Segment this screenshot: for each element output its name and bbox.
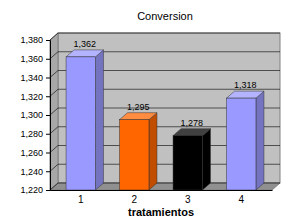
tick-label: 1,360 (20, 54, 43, 64)
tick-label: 2 (131, 194, 137, 205)
bar (66, 57, 95, 190)
tick-mark (46, 96, 50, 97)
data-label: 1,278 (180, 118, 203, 128)
data-labels: 1,362 1,295 1,278 1,318 (73, 39, 256, 128)
tick-label: 1,300 (20, 110, 43, 120)
tick-label: 1,320 (20, 92, 43, 102)
tick: 1,340 (20, 73, 50, 83)
tick-mark (46, 153, 50, 154)
tick-mark (46, 40, 50, 41)
title: Conversion (137, 10, 193, 22)
tick: 1,240 (20, 167, 50, 177)
tick: 1,280 (20, 129, 50, 139)
bar-side (95, 50, 103, 190)
grid (50, 33, 280, 190)
axis-line (46, 41, 51, 191)
tick-label: 1,240 (20, 167, 43, 177)
tick-label: 1 (78, 194, 84, 205)
chart: 1,220 1,240 1,260 1,280 1,300 1,320 1,340 1,360… (0, 0, 293, 223)
tick-label: 4 (238, 194, 244, 205)
bar (120, 120, 149, 190)
y-axis: 1,220 1,240 1,260 1,280 1,300 1,320 1,340 1,360… (20, 35, 50, 195)
tick: 4 (238, 190, 244, 205)
tick-label: 1,280 (20, 129, 43, 139)
bar-side (149, 113, 157, 190)
tick: 1,300 (20, 110, 50, 120)
data-label: 1,362 (73, 39, 96, 49)
tick-mark (46, 190, 50, 191)
tick-label: 1,260 (20, 148, 43, 158)
bars (66, 50, 264, 190)
tick-label: 1,380 (20, 35, 43, 45)
tick-mark (46, 78, 50, 79)
tick: 1,320 (20, 92, 50, 102)
bar (227, 98, 256, 190)
tick: 1 (78, 190, 84, 205)
tick: 1,380 (20, 35, 50, 45)
bar-top (120, 113, 157, 120)
bar-top (227, 91, 264, 98)
tick: 1,360 (20, 54, 50, 64)
tick-mark (46, 134, 50, 135)
axis-line (51, 190, 273, 191)
tick-label: 1,340 (20, 73, 43, 83)
tick-mark (46, 59, 50, 60)
tick-mark (46, 115, 50, 116)
tick-label: 3 (185, 194, 191, 205)
bar-top (173, 129, 210, 136)
data-label: 1,295 (127, 102, 150, 112)
tick-label: 1,220 (20, 185, 43, 195)
tick: 2 (131, 190, 137, 205)
data-label: 1,318 (234, 80, 257, 90)
bar (173, 136, 202, 190)
tick: 1,260 (20, 148, 50, 158)
bar-side (256, 91, 264, 190)
tick: 3 (185, 190, 191, 205)
bar-top (66, 50, 103, 57)
x-axis-title: tratamientos (128, 206, 194, 218)
tick: 1,220 (20, 185, 50, 195)
x-axis: 1 2 3 4 (51, 190, 273, 205)
tick-mark (46, 171, 50, 172)
bar-side (202, 129, 210, 190)
